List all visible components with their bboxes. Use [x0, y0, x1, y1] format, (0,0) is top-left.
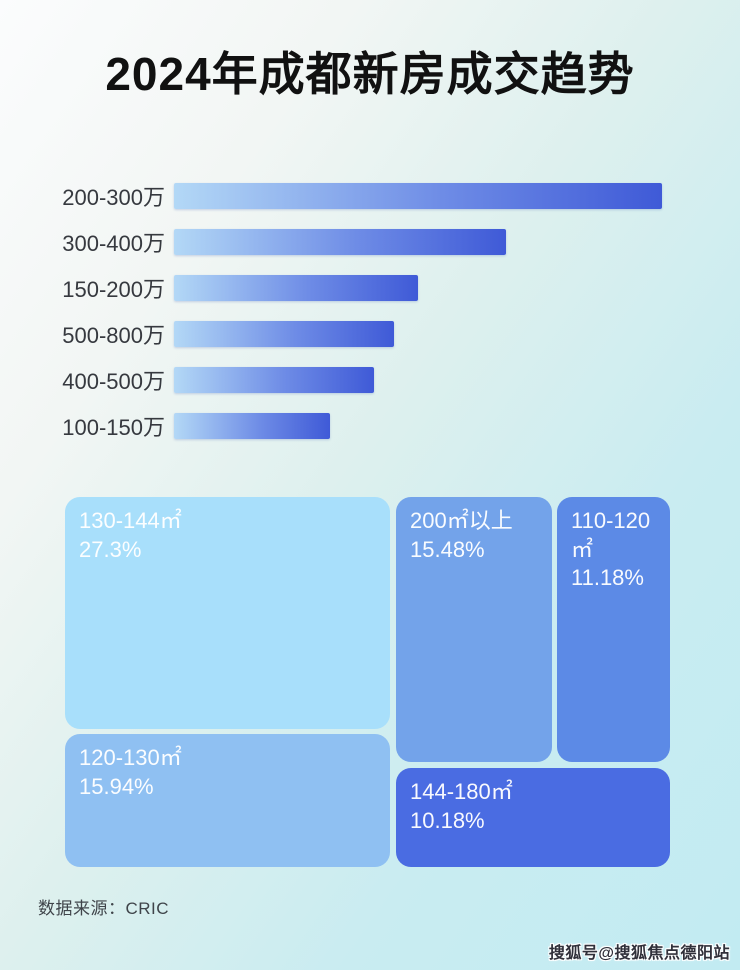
tile-label: 120-130㎡ [79, 745, 182, 770]
bar-row: 300-400万 [50, 229, 690, 256]
bar-100-150w [174, 413, 331, 439]
tile-label: 144-180㎡ [410, 779, 513, 804]
bar-400-500w [174, 367, 375, 393]
data-source-note: 数据来源：CRIC [38, 899, 170, 918]
treemap-tile-120-130: 120-130㎡ 15.94% [65, 734, 390, 867]
bar-category-label: 150-200万 [62, 277, 165, 302]
bar-row: 500-800万 [50, 321, 690, 348]
bar-category-label: 500-800万 [62, 323, 165, 348]
tile-label: 110-120㎡ [571, 508, 651, 562]
bar-category-label: 400-500万 [62, 369, 165, 394]
tile-label: 200㎡以上 [410, 508, 513, 533]
bar-row: 200-300万 [50, 183, 690, 210]
bar-category-label: 200-300万 [62, 185, 165, 210]
tile-percentage: 15.48% [410, 536, 485, 562]
unit-area-treemap: 130-144㎡ 27.3% 200㎡以上 15.48% 110-120㎡ 11… [65, 497, 670, 867]
price-range-bar-chart: 200-300万 300-400万 150-200万 500-800万 400-… [50, 183, 690, 459]
sohu-watermark: 搜狐号@搜狐焦点德阳站 [548, 945, 730, 962]
bar-category-label: 300-400万 [62, 231, 165, 256]
bar-300-400w [174, 229, 506, 255]
bar-track [174, 229, 662, 255]
bar-row: 400-500万 [50, 367, 690, 394]
bar-track [174, 413, 662, 439]
treemap-tile-144-180: 144-180㎡ 10.18% [396, 768, 670, 867]
tile-percentage: 27.3% [79, 536, 142, 562]
bar-track [174, 367, 662, 393]
bar-category-label: 100-150万 [62, 415, 165, 440]
tile-percentage: 15.94% [79, 773, 154, 799]
bar-500-800w [174, 321, 394, 347]
tile-label: 130-144㎡ [79, 508, 182, 533]
treemap-tile-110-120: 110-120㎡ 11.18% [557, 497, 670, 762]
page-title: 2024年成都新房成交趋势 [105, 48, 635, 100]
bar-track [174, 321, 662, 347]
treemap-tile-200-plus: 200㎡以上 15.48% [396, 497, 552, 762]
bar-150-200w [174, 275, 418, 301]
tile-percentage: 11.18% [571, 565, 644, 591]
bar-track [174, 275, 662, 301]
tile-percentage: 10.18% [410, 807, 485, 833]
bar-200-300w [174, 183, 662, 209]
bar-row: 100-150万 [50, 413, 690, 440]
treemap-tile-130-144: 130-144㎡ 27.3% [65, 497, 390, 729]
bar-row: 150-200万 [50, 275, 690, 302]
bar-track [174, 183, 662, 209]
